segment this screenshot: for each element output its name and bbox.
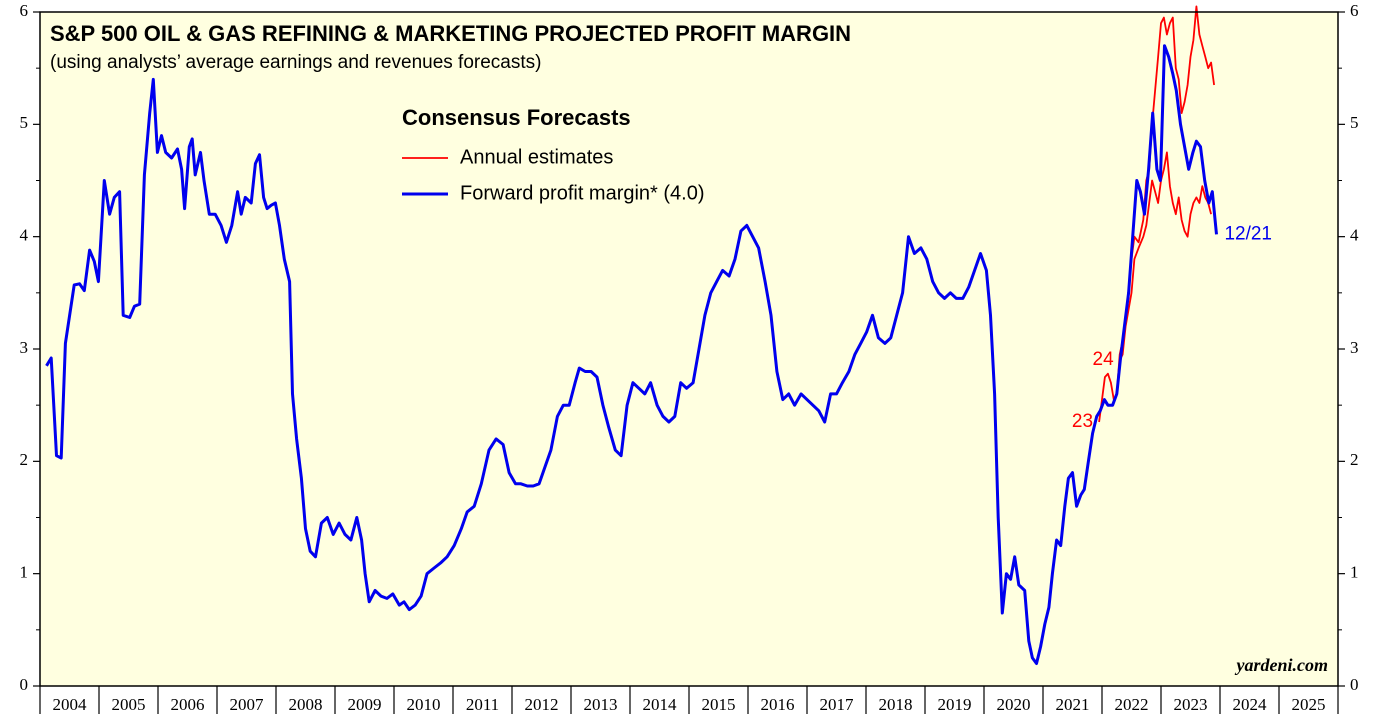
chart-subtitle: (using analysts’ average earnings and re… bbox=[50, 52, 541, 73]
x-tick-label: 2017 bbox=[820, 695, 855, 714]
y2-tick-label: 4 bbox=[1350, 226, 1359, 245]
x-tick-label: 2025 bbox=[1292, 695, 1326, 714]
y-tick-label: 3 bbox=[20, 338, 29, 357]
y2-tick-label: 6 bbox=[1350, 1, 1359, 20]
y2-tick-label: 3 bbox=[1350, 338, 1359, 357]
piece-label: 24 bbox=[1093, 349, 1115, 370]
piece-label: 23 bbox=[1072, 411, 1093, 432]
x-tick-label: 2015 bbox=[702, 695, 736, 714]
x-tick-label: 2011 bbox=[466, 695, 499, 714]
y-tick-label: 5 bbox=[20, 113, 29, 132]
y-tick-label: 2 bbox=[20, 450, 29, 469]
y-tick-label: 1 bbox=[20, 563, 29, 582]
series-line bbox=[45, 44, 1218, 665]
x-tick-label: 2006 bbox=[171, 695, 205, 714]
legend-title: Consensus Forecasts bbox=[402, 105, 631, 130]
x-tick-label: 2024 bbox=[1233, 695, 1268, 714]
x-tick-label: 2020 bbox=[997, 695, 1031, 714]
y-tick-label: 6 bbox=[20, 1, 29, 20]
end-label: 12/21 bbox=[1224, 223, 1272, 244]
x-tick-label: 2022 bbox=[1115, 695, 1149, 714]
source: yardeni.com bbox=[1235, 655, 1329, 675]
x-tick-label: 2010 bbox=[407, 695, 441, 714]
x-tick-label: 2009 bbox=[348, 695, 382, 714]
x-tick-label: 2019 bbox=[938, 695, 972, 714]
x-tick-label: 2013 bbox=[584, 695, 618, 714]
y-tick-label: 4 bbox=[20, 226, 29, 245]
x-tick-label: 2018 bbox=[879, 695, 913, 714]
y2-tick-label: 5 bbox=[1350, 113, 1359, 132]
x-tick-label: 2014 bbox=[643, 695, 678, 714]
plot-background bbox=[40, 12, 1338, 686]
plot-frame bbox=[39, 11, 1339, 687]
x-tick-label: 2007 bbox=[230, 695, 265, 714]
legend-label: Forward profit margin* (4.0) bbox=[460, 182, 705, 204]
y-tick-label: 0 bbox=[20, 675, 29, 694]
x-tick-label: 2005 bbox=[112, 695, 146, 714]
x-tick-label: 2021 bbox=[1056, 695, 1090, 714]
x-tick-label: 2012 bbox=[525, 695, 559, 714]
x-tick-label: 2016 bbox=[761, 695, 795, 714]
y2-tick-label: 0 bbox=[1350, 675, 1359, 694]
legend-label: Annual estimates bbox=[460, 146, 613, 168]
x-tick-label: 2023 bbox=[1174, 695, 1208, 714]
x-tick-label: 2004 bbox=[53, 695, 88, 714]
y2-tick-label: 1 bbox=[1350, 563, 1359, 582]
x-tick-label: 2008 bbox=[289, 695, 323, 714]
chart-title: S&P 500 OIL & GAS REFINING & MARKETING P… bbox=[50, 21, 851, 46]
y2-tick-label: 2 bbox=[1350, 450, 1359, 469]
